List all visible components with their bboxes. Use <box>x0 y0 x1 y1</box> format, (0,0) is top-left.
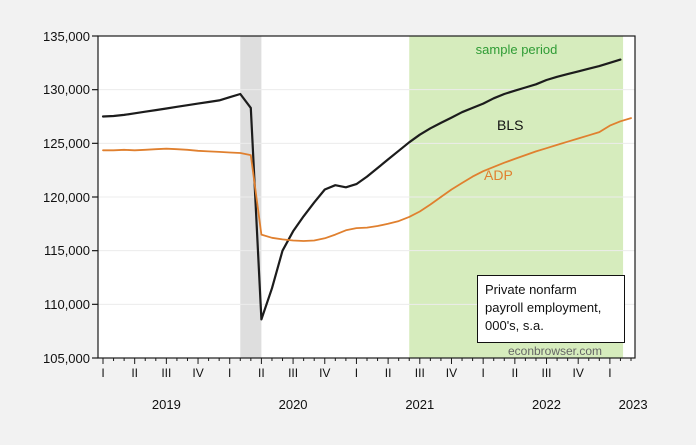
x-axis-quarter-label: III <box>161 366 172 380</box>
chart-note-box: Private nonfarm payroll employment, 000'… <box>477 275 625 343</box>
x-axis-quarter-label: III <box>414 366 425 380</box>
bls-series-label: BLS <box>497 117 524 133</box>
series-line-adp <box>102 117 632 242</box>
x-axis-year-label: 2023 <box>618 397 648 412</box>
y-axis-label: 130,000 <box>43 82 90 98</box>
series-line-bls <box>101 58 622 321</box>
y-axis-label: 120,000 <box>43 189 90 205</box>
x-axis-quarter-label: I <box>354 366 359 380</box>
x-axis-quarter-label: I <box>228 366 232 380</box>
x-axis-quarter-label: II <box>131 366 138 380</box>
y-axis-label: 105,000 <box>43 350 90 366</box>
x-axis-quarter-label: IV <box>192 366 204 380</box>
note-line-1: Private nonfarm <box>485 282 577 297</box>
note-line-2: payroll employment, <box>485 300 602 315</box>
x-axis-year-label: 2021 <box>405 397 435 412</box>
x-axis-quarter-label: III <box>541 366 552 380</box>
adp-series-label: ADP <box>484 167 513 183</box>
watermark-econbrowser: econbrowser.com <box>507 344 603 358</box>
x-axis-quarter-label: I <box>608 366 612 380</box>
y-axis-label: 110,000 <box>43 296 90 312</box>
x-axis-year-label: 2020 <box>278 397 308 412</box>
x-axis-quarter-label: I <box>481 366 485 380</box>
x-axis-quarter-label: IV <box>445 366 458 380</box>
x-axis-year-label: 2022 <box>532 397 561 412</box>
y-axis-label: 115,000 <box>43 243 90 259</box>
x-axis-quarter-label: II <box>511 366 519 380</box>
x-axis-quarter-label: IV <box>319 366 331 380</box>
sample-period-label: sample period <box>475 42 558 57</box>
note-line-3: 000's, s.a. <box>485 318 544 333</box>
x-axis-quarter-label: III <box>288 366 299 380</box>
y-axis-label: 135,000 <box>43 28 90 44</box>
x-axis-quarter-label: II <box>258 366 265 380</box>
y-axis-label: 125,000 <box>43 135 90 151</box>
x-axis-year-label: 2019 <box>151 397 181 412</box>
x-axis-quarter-label: IV <box>572 366 584 380</box>
x-axis-quarter-label: I <box>101 366 105 380</box>
x-axis-quarter-label: II <box>384 366 392 380</box>
